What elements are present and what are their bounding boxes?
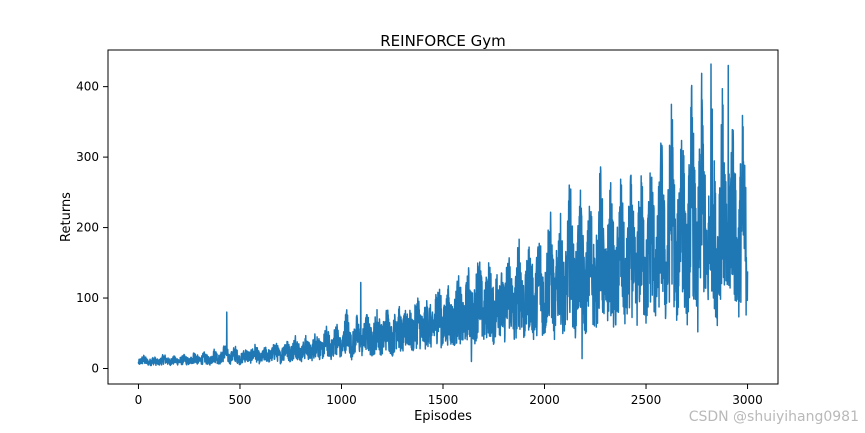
- y-tick-label: 400: [76, 80, 99, 94]
- y-tick-label: 100: [76, 291, 99, 305]
- x-tick-label: 2000: [529, 393, 560, 407]
- x-tick-label: 3000: [732, 393, 763, 407]
- y-tick-label: 300: [76, 150, 99, 164]
- x-tick-label: 1500: [428, 393, 459, 407]
- x-axis-label: Episodes: [414, 409, 472, 424]
- x-tick-label: 0: [135, 393, 143, 407]
- watermark: CSDN @shuiyihang0981: [688, 409, 859, 425]
- x-tick-label: 2500: [631, 393, 662, 407]
- plot-area: [137, 63, 749, 367]
- x-tick-label: 500: [229, 393, 252, 407]
- chart-title: REINFORCE Gym: [380, 32, 506, 50]
- x-axis: 0 500 1000 1500 2000 2500 3000: [135, 384, 763, 407]
- returns-series-line: [137, 63, 749, 367]
- y-axis-label: Returns: [59, 192, 74, 242]
- x-tick-label: 1000: [326, 393, 357, 407]
- y-tick-label: 0: [91, 361, 99, 375]
- y-axis: 0 100 200 300 400: [76, 80, 108, 375]
- y-tick-label: 200: [76, 221, 99, 235]
